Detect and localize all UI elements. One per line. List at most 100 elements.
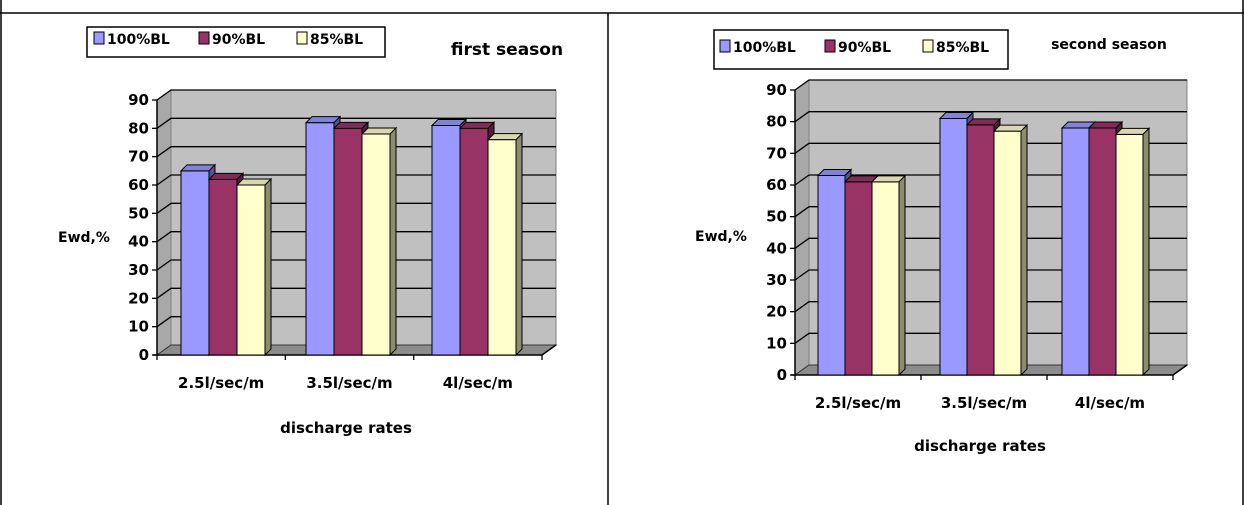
bar-side [1142, 127, 1150, 377]
gridline [156, 202, 556, 214]
legend-box [86, 26, 386, 58]
gridline [794, 142, 1187, 154]
gridline [794, 79, 1187, 91]
x-axis-depth [541, 344, 557, 356]
bar [486, 132, 524, 357]
x-axis-depth [1172, 364, 1188, 376]
legend-label: 85%BL [310, 32, 363, 48]
legend-swatch [296, 31, 308, 45]
y-tick-label: 60 [128, 176, 149, 194]
bar-front [993, 130, 1022, 376]
bar-front [1088, 127, 1117, 376]
legend-swatch [198, 31, 210, 45]
x-tick-label: 3.5l/sec/m [941, 394, 1027, 412]
bar-front [939, 118, 968, 376]
bar [360, 126, 398, 357]
y-tick-label: 0 [777, 366, 787, 384]
legend-label: 90%BL [212, 32, 265, 48]
gridline [156, 117, 556, 129]
gridline [156, 146, 556, 158]
bar-side [389, 126, 397, 357]
y-tick-label: 80 [766, 113, 787, 131]
x-tick-label: 4l/sec/m [443, 374, 513, 392]
y-tick-label: 90 [128, 91, 149, 109]
legend-swatch [93, 31, 105, 45]
plot-side-wall [794, 79, 810, 376]
bar-front [180, 170, 210, 356]
bar-front [871, 181, 900, 376]
gridline [156, 259, 556, 271]
x-axis-label: discharge rates [280, 419, 412, 437]
bar-front [1061, 127, 1090, 376]
legend-label: 85%BL [936, 40, 989, 56]
legend-label: 100%BL [107, 32, 170, 48]
bar-side [264, 177, 272, 357]
bar-front [1115, 133, 1144, 376]
gridline [794, 269, 1187, 281]
y-tick-label: 20 [766, 303, 787, 321]
bar-front [431, 125, 461, 356]
gridline [156, 231, 556, 243]
bar-front [844, 181, 873, 376]
bar [235, 177, 273, 357]
y-tick-label: 50 [766, 208, 787, 226]
x-tick-label: 2.5l/sec/m [815, 394, 901, 412]
plot-side-wall [156, 89, 172, 356]
y-tick-label: 30 [766, 271, 787, 289]
bar-front [236, 184, 266, 356]
gridline [794, 332, 1187, 344]
x-axis-label: discharge rates [914, 437, 1046, 455]
gridline [794, 206, 1187, 218]
y-tick-label: 40 [128, 233, 149, 251]
gridline [794, 237, 1187, 249]
y-tick-label: 10 [128, 318, 149, 336]
legend-swatch [719, 39, 731, 53]
gridline [156, 174, 556, 186]
x-tick-label: 3.5l/sec/m [306, 374, 392, 392]
gridline [794, 301, 1187, 313]
y-tick-label: 30 [128, 261, 149, 279]
x-tick-label: 2.5l/sec/m [178, 374, 264, 392]
chart-title: first season [451, 40, 563, 60]
y-axis-label: Ewd,% [58, 230, 110, 246]
y-tick-label: 0 [139, 346, 149, 364]
y-tick-label: 20 [128, 289, 149, 307]
gridline [156, 89, 556, 101]
y-axis-label: Ewd,% [695, 229, 747, 245]
y-tick-label: 40 [766, 239, 787, 257]
legend-swatch [922, 39, 934, 53]
legend-box [713, 29, 1009, 70]
bar-front [487, 139, 517, 356]
bar-front [361, 133, 391, 356]
y-tick-label: 80 [128, 119, 149, 137]
gridline [156, 287, 556, 299]
legend-swatch [824, 39, 836, 53]
bar [1114, 127, 1151, 377]
chart-first-season: 0 10 20 30 40 50 60 70 80 90 2.5l/sec/m 3.5l/sec/m 4… [58, 26, 563, 437]
y-tick-label: 70 [766, 144, 787, 162]
legend-label: 90%BL [838, 40, 891, 56]
bar [870, 174, 907, 377]
chart-title: second season [1051, 37, 1167, 53]
bar-side [898, 174, 906, 377]
y-tick-label: 60 [766, 176, 787, 194]
bar [992, 123, 1029, 377]
gridline [156, 316, 556, 328]
chart-second-season: 0 10 20 30 40 50 60 70 80 90 2.5l/sec/m 3.5l/sec/m 4… [695, 29, 1189, 455]
bar-front [459, 127, 489, 356]
gridline [794, 111, 1187, 123]
x-tick-label: 4l/sec/m [1075, 394, 1145, 412]
legend-label: 100%BL [733, 40, 796, 56]
bar-side [515, 132, 523, 357]
bar-front [208, 178, 238, 356]
bar-front [817, 175, 846, 376]
y-tick-label: 10 [766, 334, 787, 352]
y-tick-label: 70 [128, 148, 149, 166]
y-tick-label: 90 [766, 81, 787, 99]
gridline [794, 174, 1187, 186]
bar-front [305, 122, 335, 356]
bar-front [966, 124, 995, 376]
bar-side [1020, 123, 1028, 377]
y-tick-label: 50 [128, 204, 149, 222]
